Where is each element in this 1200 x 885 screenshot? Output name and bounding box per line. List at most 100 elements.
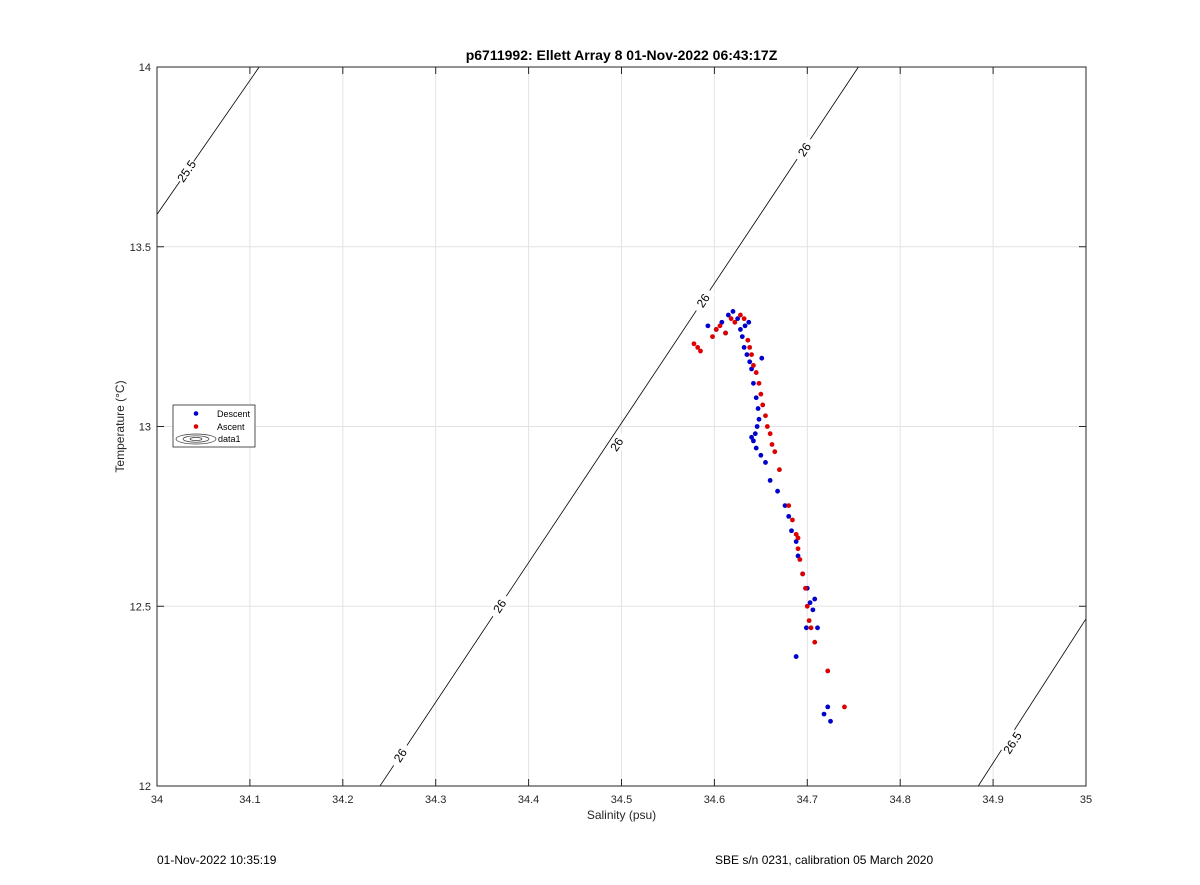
- descent-point: [755, 406, 761, 411]
- density-contour-line: [156, 66, 260, 215]
- descent-point: [742, 323, 748, 329]
- descent-point: [758, 452, 764, 458]
- contour-label: 25.5: [174, 157, 199, 184]
- descent-point: [730, 309, 736, 314]
- ascent-point: [698, 348, 703, 354]
- ascent-point: [751, 362, 756, 368]
- ascent-point: [717, 323, 723, 329]
- contour-label-bg: [174, 157, 200, 186]
- contour-label-bg: [604, 430, 630, 459]
- x-tick-label: 34.4: [518, 794, 539, 806]
- ascent-point: [747, 345, 753, 350]
- ascent-point: [793, 531, 799, 537]
- legend-ascent-marker: [193, 424, 199, 429]
- legend-data1-label: data1: [218, 434, 241, 444]
- y-tick-label: 13: [139, 422, 151, 434]
- ascent-point: [842, 704, 847, 710]
- y-tick-label: 13.5: [130, 242, 151, 254]
- descent-point: [725, 312, 731, 318]
- ascent-point: [710, 334, 715, 340]
- descent-point: [782, 503, 788, 508]
- x-tick-label: 34.6: [704, 794, 725, 806]
- x-tick-label: 34.7: [797, 794, 818, 806]
- y-tick-label: 14: [139, 62, 151, 74]
- ascent-point: [800, 571, 806, 577]
- chart-title: p6711992: Ellett Array 8 01-Nov-2022 06:…: [466, 47, 778, 63]
- descent-point: [815, 625, 820, 631]
- ascent-point: [764, 424, 770, 429]
- descent-point: [821, 711, 827, 717]
- ascent-point: [795, 546, 801, 552]
- descent-point: [812, 596, 818, 602]
- descent-point: [803, 625, 809, 631]
- ascent-point: [786, 503, 792, 508]
- contour-label-bg: [1000, 728, 1025, 757]
- descent-point: [759, 355, 765, 361]
- legend: Descent Ascent data1: [172, 404, 256, 448]
- x-tick-label: 34.3: [425, 794, 446, 806]
- descent-point: [767, 478, 773, 483]
- ascent-point: [790, 517, 795, 523]
- x-tick-label: 34.9: [982, 794, 1003, 806]
- ascent-point: [808, 625, 814, 631]
- contour-label-bg: [792, 135, 817, 164]
- descent-point: [749, 434, 754, 440]
- density-contour-line: [977, 618, 1087, 787]
- descent-point: [751, 438, 756, 444]
- ascent-point: [728, 316, 734, 322]
- descent-point: [738, 327, 743, 332]
- footer-calibration: SBE s/n 0231, calibration 05 March 2020: [715, 853, 934, 867]
- x-tick-label: 34.5: [611, 794, 632, 806]
- contour-label-bg: [387, 741, 413, 770]
- ascent-point: [825, 668, 831, 674]
- legend-descent-label: Descent: [217, 409, 251, 419]
- ascent-point: [738, 312, 743, 318]
- y-tick-label: 12.5: [130, 601, 151, 613]
- legend-ascent-label: Ascent: [217, 422, 245, 432]
- ascent-point: [803, 585, 808, 591]
- ascent-point: [804, 603, 810, 609]
- ascent-point: [772, 449, 778, 455]
- ascent-point: [777, 467, 782, 473]
- grid-lines: [156, 66, 1087, 787]
- descent-point: [807, 600, 813, 606]
- descent-point: [746, 319, 752, 325]
- x-axis-label: Salinity (psu): [587, 808, 656, 822]
- ascent-point: [760, 402, 766, 408]
- contour-label-bg: [487, 592, 513, 621]
- ascent-point: [732, 319, 738, 325]
- density-contour-line: [379, 66, 859, 787]
- data-points: [691, 309, 847, 724]
- descent-point: [753, 445, 759, 451]
- descent-point: [793, 539, 799, 544]
- ascent-point: [806, 618, 812, 624]
- descent-point: [763, 460, 768, 465]
- ascent-point: [758, 391, 764, 397]
- x-tick-label: 34.8: [889, 794, 910, 806]
- descent-point: [756, 416, 762, 422]
- ascent-point: [753, 370, 759, 375]
- ascent-point: [713, 327, 719, 332]
- descent-point: [705, 323, 711, 329]
- x-tick-label: 34.2: [332, 794, 353, 806]
- descent-point: [775, 488, 780, 494]
- descent-point: [828, 718, 833, 724]
- ascent-point: [741, 316, 747, 322]
- ascent-point: [723, 330, 728, 336]
- descent-point: [753, 395, 759, 401]
- descent-point: [754, 424, 760, 429]
- y-axis-label: Temperature (°C): [113, 380, 127, 472]
- contour-label: 26.5: [1000, 729, 1025, 756]
- x-tick-label: 35: [1080, 794, 1092, 806]
- descent-point: [751, 380, 756, 386]
- descent-point: [825, 704, 831, 710]
- descent-point: [739, 334, 745, 340]
- descent-point: [752, 431, 758, 437]
- descent-point: [719, 319, 725, 325]
- ascent-point: [767, 431, 773, 437]
- legend-descent-marker: [193, 411, 199, 416]
- x-tick-label: 34.1: [239, 794, 260, 806]
- ascent-point: [745, 337, 751, 343]
- ascent-point: [749, 352, 754, 357]
